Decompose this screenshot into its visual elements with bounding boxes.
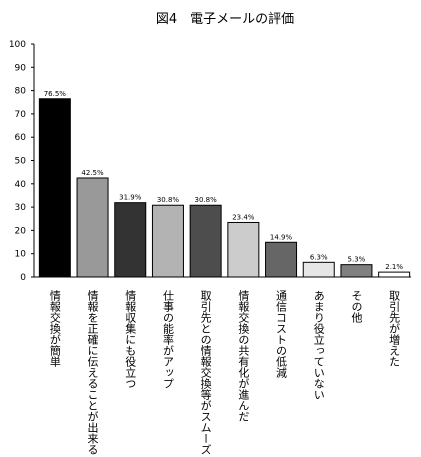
data-label: 30.8% (195, 196, 218, 204)
category-labels: 情報交換が簡単 情報を正確に伝えることが出来る 情報収集にも役立つ 仕事の能率がアップ… (48, 290, 400, 455)
data-label: 42.5% (81, 169, 104, 177)
y-tick-label: 50 (15, 157, 27, 167)
bar (151, 204, 184, 278)
y-axis-ticks: 0 10 20 30 40 50 60 70 80 90 100 (9, 40, 34, 283)
category-label: 通信コストの低減 (275, 290, 288, 379)
data-label: 30.8% (157, 196, 180, 204)
bar (378, 271, 411, 278)
data-label: 31.9% (119, 194, 142, 202)
y-tick-label: 10 (15, 250, 27, 260)
bar (38, 98, 71, 278)
y-tick-label: 100 (9, 40, 26, 50)
category-label: あまり役立っていない (312, 290, 325, 400)
y-tick-label: 60 (15, 133, 27, 143)
data-label: 14.9% (270, 233, 293, 241)
data-label: 6.3% (310, 253, 328, 261)
y-tick-label: 70 (15, 110, 27, 120)
bar (340, 264, 373, 278)
y-tick-label: 20 (15, 226, 27, 236)
bar (76, 177, 109, 278)
data-label: 5.3% (348, 256, 366, 264)
bar (265, 241, 298, 278)
chart-title: 図4 電子メールの評価 (156, 12, 294, 27)
y-tick-label: 0 (20, 273, 26, 283)
category-label: 情報収集にも役立つ (124, 290, 137, 389)
category-label: 情報交換が簡単 (48, 290, 61, 368)
bar (114, 202, 147, 278)
category-label: 仕事の能率がアップ (161, 290, 174, 389)
data-label: 76.5% (44, 90, 67, 98)
bar (227, 221, 260, 278)
y-tick-label: 90 (15, 63, 27, 73)
bar (189, 204, 222, 278)
y-tick-label: 80 (15, 87, 27, 97)
category-label: 取引先との情報交換等がスムーズ (199, 290, 212, 455)
data-label: 2.1% (385, 263, 403, 271)
category-label: その他 (350, 290, 363, 323)
data-label: 23.4% (232, 213, 255, 221)
y-tick-label: 30 (15, 203, 27, 213)
bar (302, 261, 335, 278)
category-label: 情報を正確に伝えることが出来る (86, 290, 99, 455)
y-tick-label: 40 (15, 180, 27, 190)
bars (38, 98, 411, 278)
category-label: 取引先が増えた (388, 290, 401, 367)
category-label: 情報交換の共有化が進んだ (237, 290, 250, 422)
data-labels: 76.5% 42.5% 31.9% 30.8% 30.8% 23.4% 14.9% 6.3% 5… (44, 90, 404, 271)
